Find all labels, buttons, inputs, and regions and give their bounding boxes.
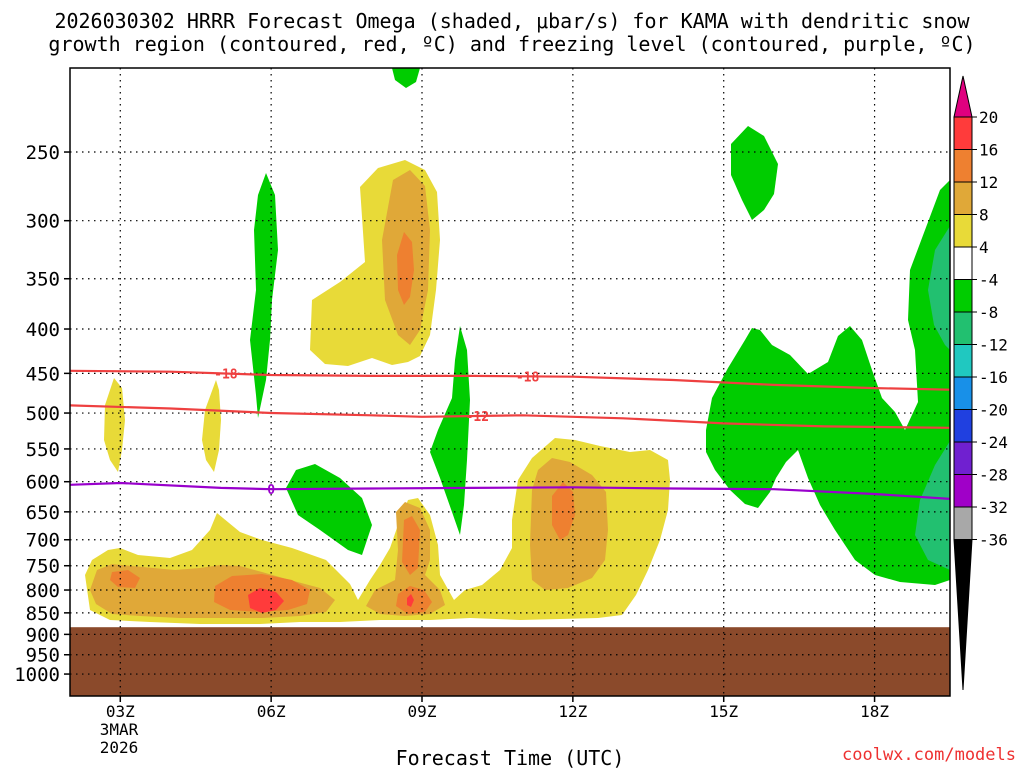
- x-tick-label-09Z: 09Z: [408, 702, 437, 721]
- contour-line--18: [69, 369, 951, 391]
- omega-region-8: [915, 441, 950, 570]
- colorbar-segment-11: [953, 441, 973, 475]
- contour-label--18-2: -18: [516, 370, 540, 385]
- date-label-line1: 3MAR: [100, 720, 139, 739]
- contour-label--18-1: -18: [214, 368, 238, 383]
- omega-region-20: [402, 516, 420, 575]
- contour-line-0: [69, 481, 951, 500]
- y-tick-label-700: 700: [26, 530, 60, 552]
- x-tick-label-03Z: 03Z: [106, 702, 135, 721]
- x-axis-title: Forecast Time (UTC): [396, 746, 625, 768]
- terrain-fill: [70, 627, 950, 696]
- colorbar-segment-8: [953, 344, 973, 378]
- y-tick-label-800: 800: [26, 580, 60, 602]
- omega-region-9: [104, 378, 125, 472]
- omega-region-1: [392, 68, 420, 88]
- colorbar-label-4: 8: [979, 206, 989, 225]
- contours: -18 -18 -12 0: [69, 368, 951, 500]
- colorbar-label-5: 4: [979, 238, 989, 257]
- colorbar-label-9: -16: [979, 368, 1008, 387]
- colorbar-segment-2: [953, 149, 973, 183]
- plot-area: -18 -18 -12 0: [69, 67, 951, 697]
- y-tick-label-850: 850: [26, 603, 60, 625]
- y-tick-label-750: 750: [26, 556, 60, 578]
- omega-region-3: [430, 326, 470, 535]
- colorbar-bottom-arrow: [953, 539, 973, 691]
- colorbar-label-1: 20: [979, 108, 998, 127]
- omega-region-14: [397, 232, 414, 305]
- colorbar-segment-12: [953, 474, 973, 508]
- x-tick-label-15Z: 15Z: [709, 702, 738, 721]
- colorbar-segment-5: [953, 246, 973, 280]
- y-tick-label-350: 350: [26, 269, 60, 291]
- omega-region-2: [250, 173, 278, 418]
- plot-frame: [69, 67, 951, 697]
- y-tick-label-650: 650: [26, 502, 60, 524]
- colorbar-segment-4: [953, 214, 973, 248]
- x-tick-label-12Z: 12Z: [558, 702, 587, 721]
- contour-line--12: [69, 404, 951, 429]
- colorbar-segment-10: [953, 409, 973, 443]
- omega-region-4: [286, 464, 372, 555]
- y-axis: 2503003504004505005506006507007508008509…: [14, 142, 70, 686]
- colorbar-label-13: -32: [979, 498, 1008, 517]
- y-tick-label-450: 450: [26, 363, 60, 385]
- omega-shading: [85, 68, 950, 624]
- omega-region-24: [552, 482, 575, 540]
- watermark: coolwx.com/models: [842, 745, 1016, 765]
- chart-title-line2: growth region (contoured, red, ºC) and f…: [48, 32, 975, 56]
- colorbar-label-8: -12: [979, 336, 1008, 355]
- y-tick-label-400: 400: [26, 319, 60, 341]
- y-tick-label-250: 250: [26, 142, 60, 164]
- y-tick-label-550: 550: [26, 439, 60, 461]
- date-label-line2: 2026: [100, 738, 139, 757]
- colorbar-segment-9: [953, 376, 973, 410]
- omega-region-16: [110, 570, 140, 588]
- colorbar-top-arrow: [953, 75, 973, 118]
- omega-region-5: [731, 126, 778, 220]
- contour-label--12-1: -12: [466, 410, 489, 425]
- chart-title-line1: 2026030302 HRRR Forecast Omega (shaded, …: [54, 9, 970, 33]
- x-tick-label-06Z: 06Z: [257, 702, 286, 721]
- y-tick-label-600: 600: [26, 472, 60, 494]
- omega-region-22: [407, 594, 414, 607]
- omega-region-18: [248, 588, 284, 613]
- omega-region-6: [706, 180, 950, 585]
- colorbar-label-14: -36: [979, 531, 1008, 550]
- colorbar-label-10: -20: [979, 401, 1008, 420]
- colorbar-label-3: 12: [979, 173, 998, 192]
- y-tick-label-900: 900: [26, 624, 60, 646]
- x-axis: 03Z 06Z 09Z 12Z 15Z 18Z: [106, 696, 889, 721]
- colorbar-segment-1: [953, 116, 973, 150]
- gridlines: [70, 68, 950, 696]
- y-tick-label-300: 300: [26, 211, 60, 233]
- colorbar: 20 16 12 8 4 -4 -8 -12 -16 -20 -24 -28 -32 -36: [953, 75, 1008, 691]
- y-tick-label-950: 950: [26, 645, 60, 667]
- colorbar-segment-7: [953, 311, 973, 345]
- omega-region-10: [202, 380, 221, 472]
- y-tick-label-1000: 1000: [14, 664, 60, 686]
- colorbar-label-12: -28: [979, 466, 1008, 485]
- colorbar-segment-3: [953, 181, 973, 215]
- colorbar-label-6: -4: [979, 271, 998, 290]
- contour-label-0-1: 0: [267, 483, 275, 498]
- colorbar-label-2: 16: [979, 141, 998, 160]
- colorbar-label-7: -8: [979, 303, 998, 322]
- y-tick-label-500: 500: [26, 403, 60, 425]
- colorbar-segment-6: [953, 279, 973, 313]
- omega-region-7: [928, 226, 950, 350]
- x-tick-label-18Z: 18Z: [860, 702, 889, 721]
- colorbar-segment-13: [953, 506, 973, 540]
- colorbar-label-11: -24: [979, 433, 1008, 452]
